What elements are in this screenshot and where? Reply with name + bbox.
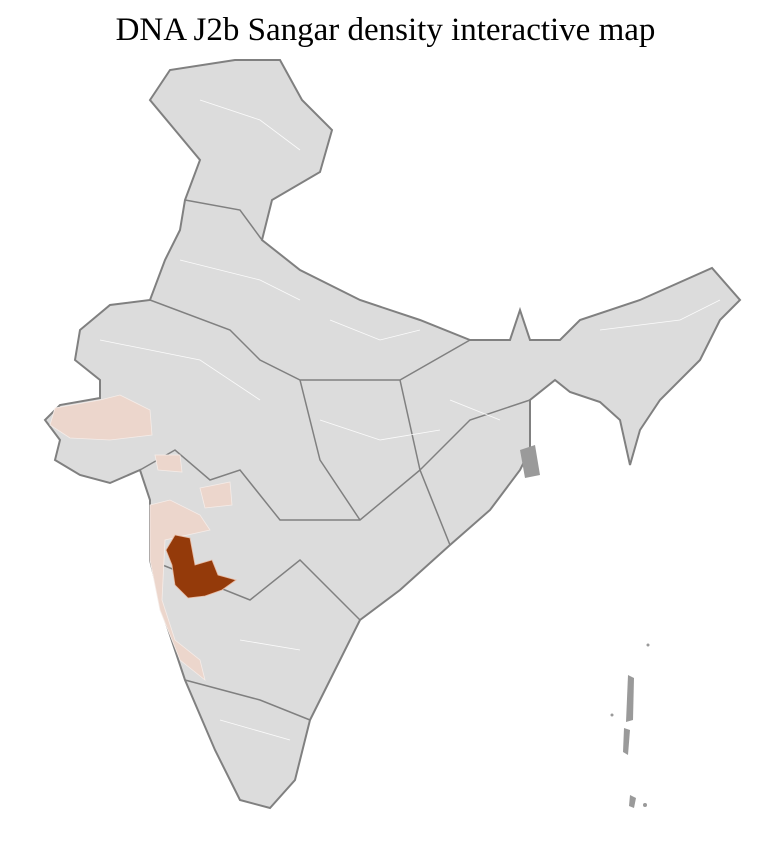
- east-bengal-delta: [520, 445, 540, 478]
- india-landmass[interactable]: [43, 59, 742, 810]
- high-density-districts[interactable]: [165, 534, 237, 599]
- andaman-islands: [610, 643, 650, 808]
- state-borders: [139, 199, 531, 721]
- district-lines: [99, 99, 721, 741]
- map-title: DNA J2b Sangar density interactive map: [115, 12, 656, 48]
